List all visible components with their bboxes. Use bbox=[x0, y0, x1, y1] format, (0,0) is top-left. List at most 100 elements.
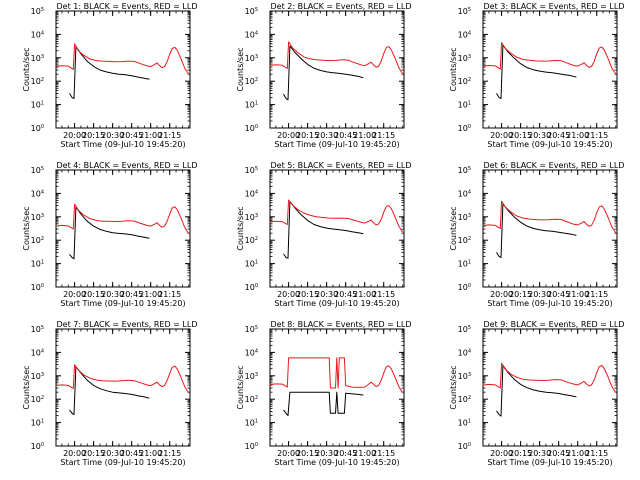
y-tick-label: 103 bbox=[31, 372, 44, 381]
x-axis-label: Start Time (09-Jul-10 19:45:20) bbox=[274, 140, 399, 149]
x-axis-label: Start Time (09-Jul-10 19:45:20) bbox=[487, 140, 612, 149]
y-axis-label: Counts/sec bbox=[449, 206, 458, 250]
y-axis-label: Counts/sec bbox=[22, 206, 31, 250]
x-tick-label: 21:00 bbox=[139, 131, 162, 140]
y-tick-label: 103 bbox=[458, 372, 471, 381]
lld-series-line bbox=[269, 41, 404, 74]
x-tick-label: 20:45 bbox=[120, 449, 143, 458]
x-tick-label: 20:00 bbox=[277, 131, 300, 140]
y-tick-label: 105 bbox=[458, 7, 471, 16]
events-series-line bbox=[69, 366, 150, 416]
chart-title: Det 3: BLACK = Events, RED = LLD bbox=[484, 2, 625, 11]
events-series-line bbox=[69, 206, 150, 260]
x-tick-label: 20:45 bbox=[547, 449, 570, 458]
y-tick-label: 104 bbox=[245, 30, 258, 39]
y-tick-label: 100 bbox=[31, 442, 44, 451]
x-tick-label: 20:45 bbox=[547, 131, 570, 140]
x-tick-label: 21:15 bbox=[158, 449, 181, 458]
x-tick-label: 20:45 bbox=[334, 290, 357, 299]
y-tick-label: 100 bbox=[31, 283, 44, 292]
chart-title: Det 5: BLACK = Events, RED = LLD bbox=[271, 161, 412, 170]
plot-frame bbox=[55, 10, 191, 129]
y-tick-label: 103 bbox=[31, 213, 44, 222]
x-tick-label: 20:30 bbox=[315, 131, 338, 140]
y-tick-label: 101 bbox=[245, 260, 258, 269]
x-tick-label: 21:00 bbox=[353, 449, 376, 458]
y-tick-label: 100 bbox=[245, 124, 258, 133]
x-tick-label: 20:30 bbox=[101, 131, 124, 140]
y-tick-label: 104 bbox=[458, 189, 471, 198]
y-tick-label: 100 bbox=[245, 442, 258, 451]
chart-panel-det-1: Det 1: BLACK = Events, RED = LLD 100 101 10… bbox=[22, 2, 197, 149]
events-series-line bbox=[283, 201, 364, 259]
chart-title: Det 7: BLACK = Events, RED = LLD bbox=[57, 320, 198, 329]
x-tick-label: 20:15 bbox=[296, 290, 319, 299]
y-tick-label: 102 bbox=[245, 395, 258, 404]
y-tick-label: 102 bbox=[245, 236, 258, 245]
y-tick-label: 102 bbox=[458, 395, 471, 404]
plot-frame bbox=[55, 328, 191, 447]
y-tick-label: 100 bbox=[458, 442, 471, 451]
y-tick-label: 104 bbox=[31, 189, 44, 198]
lld-series-line bbox=[55, 43, 190, 75]
x-tick-label: 20:30 bbox=[528, 290, 551, 299]
x-tick-label: 21:00 bbox=[353, 290, 376, 299]
events-series-line bbox=[283, 45, 364, 101]
x-tick-label: 20:15 bbox=[296, 131, 319, 140]
lld-series-line bbox=[482, 362, 617, 393]
x-tick-label: 20:15 bbox=[296, 449, 319, 458]
x-axis-label: Start Time (09-Jul-10 19:45:20) bbox=[60, 458, 185, 467]
x-tick-label: 20:15 bbox=[82, 131, 105, 140]
x-tick-label: 20:30 bbox=[528, 449, 551, 458]
plot-frame bbox=[269, 328, 405, 447]
y-tick-label: 105 bbox=[245, 166, 258, 175]
y-tick-label: 105 bbox=[245, 325, 258, 334]
x-axis-label: Start Time (09-Jul-10 19:45:20) bbox=[60, 299, 185, 308]
y-tick-label: 101 bbox=[245, 419, 258, 428]
x-tick-label: 21:15 bbox=[372, 131, 395, 140]
y-axis-label: Counts/sec bbox=[236, 47, 245, 91]
chart-panel-det-7: Det 7: BLACK = Events, RED = LLD 100 101 10… bbox=[22, 320, 197, 467]
x-tick-label: 20:30 bbox=[315, 449, 338, 458]
y-tick-label: 104 bbox=[245, 348, 258, 357]
lld-series-line bbox=[482, 42, 617, 75]
y-tick-label: 105 bbox=[31, 325, 44, 334]
y-axis-label: Counts/sec bbox=[236, 365, 245, 409]
y-tick-label: 103 bbox=[245, 213, 258, 222]
chart-panel-det-2: Det 2: BLACK = Events, RED = LLD 100 101 10… bbox=[236, 2, 411, 149]
x-tick-label: 21:00 bbox=[566, 449, 589, 458]
lld-series-line bbox=[55, 364, 190, 394]
y-tick-label: 101 bbox=[31, 419, 44, 428]
chart-panel-det-9: Det 9: BLACK = Events, RED = LLD 100 101 10… bbox=[449, 320, 624, 467]
y-axis-label: Counts/sec bbox=[22, 365, 31, 409]
x-tick-label: 20:15 bbox=[509, 449, 532, 458]
chart-panel-det-3: Det 3: BLACK = Events, RED = LLD 100 101 10… bbox=[449, 2, 624, 149]
y-tick-label: 104 bbox=[31, 30, 44, 39]
x-tick-label: 20:15 bbox=[509, 290, 532, 299]
y-tick-label: 103 bbox=[245, 372, 258, 381]
x-tick-label: 21:15 bbox=[158, 290, 181, 299]
y-tick-label: 104 bbox=[458, 348, 471, 357]
chart-title: Det 4: BLACK = Events, RED = LLD bbox=[57, 161, 198, 170]
x-tick-label: 20:00 bbox=[277, 449, 300, 458]
plot-frame bbox=[482, 328, 618, 447]
x-tick-label: 20:00 bbox=[63, 290, 86, 299]
y-tick-label: 102 bbox=[458, 236, 471, 245]
chart-title: Det 1: BLACK = Events, RED = LLD bbox=[57, 2, 198, 11]
y-tick-label: 105 bbox=[31, 7, 44, 16]
events-series-line bbox=[283, 391, 364, 417]
x-axis-label: Start Time (09-Jul-10 19:45:20) bbox=[487, 299, 612, 308]
y-tick-label: 100 bbox=[31, 124, 44, 133]
y-tick-label: 104 bbox=[31, 348, 44, 357]
y-tick-label: 101 bbox=[458, 419, 471, 428]
plot-frame bbox=[482, 169, 618, 288]
y-axis-label: Counts/sec bbox=[236, 206, 245, 250]
events-series-line bbox=[69, 46, 150, 100]
y-tick-label: 105 bbox=[245, 7, 258, 16]
x-tick-label: 21:15 bbox=[158, 131, 181, 140]
chart-panel-det-5: Det 5: BLACK = Events, RED = LLD 100 101 10… bbox=[236, 161, 411, 308]
y-axis-label: Counts/sec bbox=[449, 47, 458, 91]
x-tick-label: 20:00 bbox=[490, 290, 513, 299]
x-tick-label: 20:30 bbox=[101, 449, 124, 458]
y-axis-label: Counts/sec bbox=[449, 365, 458, 409]
